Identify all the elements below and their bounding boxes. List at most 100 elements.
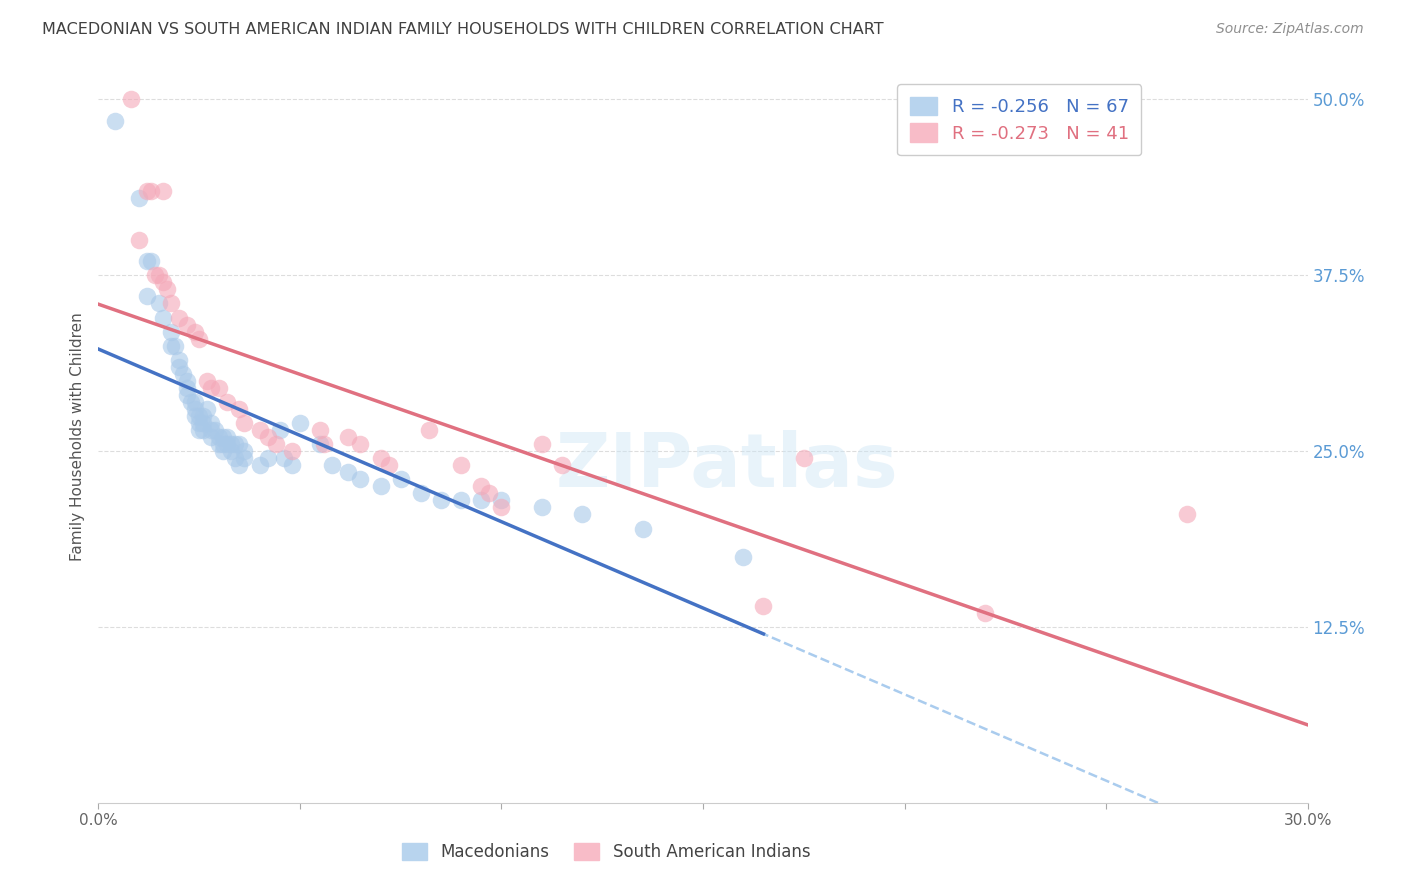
Point [221,444,243,458]
Point [193,409,215,423]
Point [139,254,162,268]
Point [232,416,254,430]
Point [176,381,198,395]
Point [184,409,207,423]
Point [200,430,222,444]
Point [389,472,412,486]
Y-axis label: Family Households with Children: Family Households with Children [69,313,84,561]
Point [450,458,472,473]
Point [551,458,574,473]
Point [176,318,198,332]
Point [148,268,170,283]
Point [128,233,150,247]
Point [103,113,125,128]
Point [167,310,190,325]
Point [212,444,235,458]
Point [135,254,157,268]
Point [200,423,222,437]
Point [195,401,218,416]
Point [156,282,179,296]
Point [256,451,278,466]
Point [160,339,183,353]
Point [349,472,371,486]
Point [418,423,440,437]
Point [273,451,295,466]
Point [1175,508,1198,522]
Point [160,325,183,339]
Point [188,423,211,437]
Point [793,451,815,466]
Point [160,296,183,310]
Point [217,437,239,451]
Point [530,437,553,451]
Point [195,374,218,388]
Point [200,381,222,395]
Point [139,184,162,198]
Point [264,437,287,451]
Point [321,458,343,473]
Point [232,451,254,466]
Point [232,444,254,458]
Point [309,437,332,451]
Point [309,423,332,437]
Point [256,430,278,444]
Legend: Macedonians, South American Indians: Macedonians, South American Indians [395,836,817,868]
Point [148,296,170,310]
Point [208,437,231,451]
Point [224,451,246,466]
Point [184,325,207,339]
Point [184,395,207,409]
Point [409,486,432,500]
Point [152,276,174,290]
Point [188,409,211,423]
Point [228,458,250,473]
Point [135,289,157,303]
Point [208,381,231,395]
Point [281,458,304,473]
Point [221,437,243,451]
Point [470,493,492,508]
Point [530,500,553,515]
Point [430,493,453,508]
Point [176,388,198,402]
Point [571,508,593,522]
Point [491,493,513,508]
Point [450,493,472,508]
Point [733,549,755,564]
Point [188,332,211,346]
Point [172,367,194,381]
Point [228,437,250,451]
Text: MACEDONIAN VS SOUTH AMERICAN INDIAN FAMILY HOUSEHOLDS WITH CHILDREN CORRELATION : MACEDONIAN VS SOUTH AMERICAN INDIAN FAMI… [42,22,884,37]
Point [249,458,271,473]
Point [212,430,235,444]
Point [152,310,174,325]
Point [631,521,654,535]
Point [163,339,186,353]
Point [152,184,174,198]
Point [337,465,360,479]
Point [188,416,211,430]
Point [224,437,246,451]
Point [337,430,360,444]
Point [752,599,775,613]
Point [217,430,239,444]
Point [269,423,291,437]
Point [176,374,198,388]
Point [377,458,399,473]
Point [128,191,150,205]
Point [974,606,997,620]
Point [370,479,392,493]
Point [288,416,311,430]
Point [470,479,492,493]
Point [249,423,271,437]
Point [212,437,235,451]
Point [314,437,336,451]
Text: ZIPatlas: ZIPatlas [555,430,898,503]
Point [228,401,250,416]
Point [180,395,202,409]
Point [184,401,207,416]
Point [491,500,513,515]
Point [349,437,371,451]
Point [208,430,231,444]
Point [120,93,142,107]
